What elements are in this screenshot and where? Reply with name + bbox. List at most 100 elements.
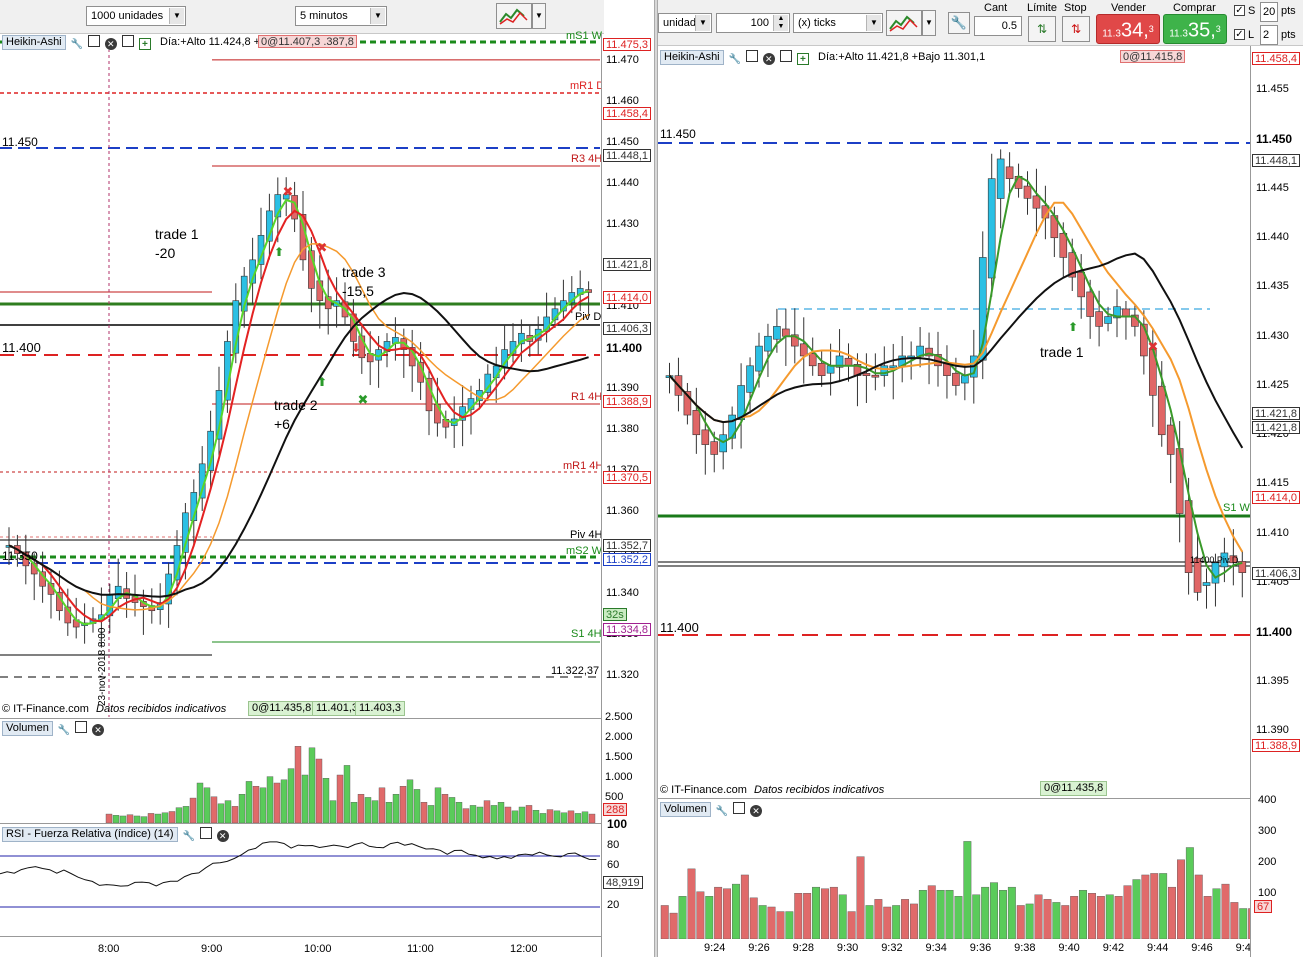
quantity-select[interactable]: 1000 unidades ▼ — [86, 6, 186, 26]
buy-button[interactable]: 11.335,3 — [1163, 14, 1227, 44]
timeframe-select[interactable]: 5 minutos ▼ — [295, 6, 387, 26]
rsi-axis-tick: 20 — [607, 899, 620, 911]
volume-bar — [406, 779, 414, 823]
price-tag: 11.458,4 — [1252, 52, 1301, 65]
copyright-text: © IT-Finance.com — [2, 703, 89, 715]
price-axis-tick: 11.415 — [1256, 477, 1289, 490]
wrench-icon[interactable]: 🔧 — [728, 54, 742, 65]
price-axis-tick: 11.450 — [1256, 132, 1293, 147]
volume-axis-tick: 300 — [1258, 825, 1277, 837]
volume-bar — [217, 803, 225, 823]
maximize-icon[interactable] — [121, 35, 134, 47]
limit-order-button[interactable]: ⇅ — [1028, 16, 1056, 42]
window-icon[interactable] — [732, 802, 745, 814]
step-unit-select[interactable]: (x) ticks ▼ — [793, 13, 883, 33]
add-icon[interactable]: + — [796, 53, 809, 65]
time-axis-tick: 8:00 — [98, 943, 120, 955]
sell-button[interactable]: 11.334,3 — [1096, 14, 1160, 44]
volume-bar — [1168, 886, 1176, 939]
candle — [844, 357, 853, 367]
window-icon[interactable] — [199, 827, 212, 839]
indicators-button[interactable] — [496, 3, 532, 29]
candle — [1023, 185, 1032, 199]
rsi-axis-tick: 100 — [607, 817, 628, 831]
right-chip-price: 0@11.435,8 — [1040, 781, 1108, 796]
indicators-dropdown-button[interactable]: ▼ — [532, 3, 546, 29]
time-axis-tick: 9:00 — [201, 943, 223, 955]
volume-bar — [901, 899, 910, 939]
volume-bar — [385, 801, 393, 823]
close-icon[interactable]: ✕ — [92, 724, 104, 736]
volume-bar — [105, 813, 113, 823]
right-indicators-button[interactable] — [886, 10, 922, 36]
price-tag: 11.334,8 — [603, 623, 652, 636]
volume-bar — [696, 891, 705, 939]
volume-bar — [874, 899, 883, 939]
right-order-tag: 0@11.415,8 — [1120, 50, 1186, 63]
window-icon[interactable] — [74, 721, 87, 733]
candle — [737, 385, 745, 420]
right-day-range-info: Día:+Alto 11.421,8 +Bajo 11.301,1 — [818, 51, 986, 63]
cant-input[interactable]: 0.5 — [974, 16, 1022, 36]
wrench-icon[interactable]: 🔧 — [715, 806, 729, 817]
volume-bar — [972, 894, 981, 939]
right-volume-title[interactable]: Volumen — [660, 802, 711, 817]
indicator-name[interactable]: Heikin-Ashi — [2, 35, 66, 50]
volume-title[interactable]: Volumen — [2, 721, 53, 736]
candle — [987, 178, 996, 279]
candle — [817, 363, 826, 376]
window-icon[interactable] — [87, 35, 100, 47]
window-icon[interactable] — [745, 50, 758, 62]
add-icon[interactable]: + — [138, 38, 151, 50]
price-tag: 11.448,1 — [1252, 154, 1301, 167]
right-level-piv: 11400 Piv D — [1190, 555, 1239, 565]
volume-bar — [1141, 874, 1150, 939]
chart-indicator-icon — [889, 15, 918, 32]
candle — [799, 343, 808, 357]
right-volume-panel: Volumen 🔧 ✕ — [658, 798, 1250, 939]
right-indicators-dropdown[interactable]: ▼ — [922, 10, 936, 36]
wrench-icon[interactable]: 🔧 — [70, 39, 84, 50]
volume-bar — [448, 797, 456, 823]
volume-bar — [1016, 905, 1025, 939]
close-icon[interactable]: ✕ — [750, 805, 762, 817]
maximize-icon[interactable] — [779, 50, 792, 62]
step-input[interactable]: 100 ▲ ▼ — [716, 13, 790, 33]
volume-bar — [927, 885, 936, 939]
right-indicator-name[interactable]: Heikin-Ashi — [660, 50, 724, 65]
volume-bar — [588, 813, 596, 823]
right-price-chart[interactable]: ✖ ⬆ Heikin-Ashi 🔧 ✕ + Día:+Alto 11.421,8 … — [658, 46, 1250, 798]
volume-bar — [168, 811, 176, 823]
panel-splitter[interactable] — [654, 0, 658, 957]
price-axis-tick: 11.410 — [1256, 526, 1289, 539]
volume-bar — [483, 800, 491, 823]
volume-bar — [175, 807, 183, 823]
wrench-icon[interactable]: 🔧 — [182, 831, 196, 842]
right-quantity-select[interactable]: unidades ▼ — [658, 13, 712, 33]
candle — [1140, 323, 1148, 357]
settings-button[interactable]: 🔧 — [948, 12, 970, 34]
limit-points[interactable]: 2 — [1260, 25, 1278, 45]
stop-loss-points[interactable]: 20 — [1260, 2, 1278, 22]
volume-bar — [812, 886, 821, 939]
candle — [1157, 385, 1166, 436]
rsi-title[interactable]: RSI - Fuerza Relativa (índice) (14) — [2, 827, 178, 842]
arrow-marker-icon: ⬆ — [317, 375, 327, 389]
chevron-down-icon: ▼ — [695, 15, 710, 31]
close-icon[interactable]: ✕ — [104, 38, 117, 50]
price-tag: 11.421,8 — [1252, 407, 1301, 420]
trade3-note: trade 3 — [342, 264, 386, 280]
volume-tag: 288 — [603, 803, 628, 816]
volume-bar — [1043, 899, 1052, 939]
close-icon[interactable]: ✕ — [216, 830, 229, 842]
wrench-icon[interactable]: 🔧 — [57, 725, 71, 736]
stop-loss-checkbox[interactable]: ✓ — [1234, 5, 1245, 16]
volume-bar — [581, 811, 589, 823]
close-icon[interactable]: ✕ — [762, 53, 775, 65]
right-level-s1w: S1 W — [1223, 502, 1250, 514]
stepper-icon[interactable]: ▲ ▼ — [773, 15, 788, 31]
price-tag: 11.458,4 — [603, 107, 652, 120]
stop-order-button[interactable]: ⇅ — [1062, 16, 1090, 42]
limit-checkbox[interactable]: ✓ — [1234, 29, 1245, 40]
left-price-chart[interactable]: ✖ ✖ ✖ ⬆ ⬆ ⬇ Heikin-Ashi 🔧 ✕ + Día:+Alto 11.42… — [0, 30, 604, 717]
